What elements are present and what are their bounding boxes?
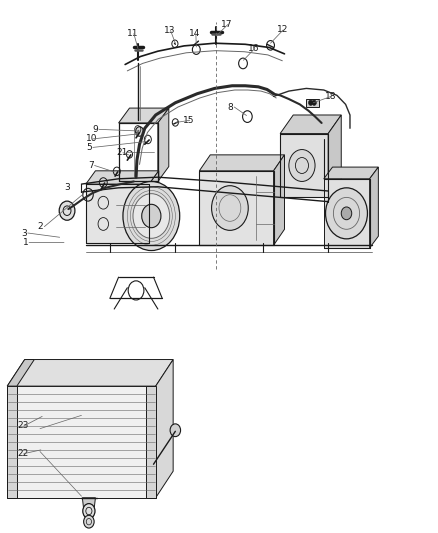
Polygon shape xyxy=(146,386,155,498)
Polygon shape xyxy=(7,360,34,386)
Text: 8: 8 xyxy=(228,102,233,111)
Circle shape xyxy=(289,150,315,181)
Polygon shape xyxy=(7,360,173,386)
Text: 15: 15 xyxy=(183,116,195,125)
Text: 21: 21 xyxy=(117,148,128,157)
Text: 16: 16 xyxy=(248,44,260,53)
Polygon shape xyxy=(155,360,173,498)
Circle shape xyxy=(83,504,95,519)
Text: 11: 11 xyxy=(127,29,139,38)
Polygon shape xyxy=(274,155,285,245)
Circle shape xyxy=(136,127,144,136)
Text: 2: 2 xyxy=(38,222,43,231)
Polygon shape xyxy=(280,134,328,197)
Circle shape xyxy=(142,204,161,228)
Text: 9: 9 xyxy=(92,125,98,134)
Circle shape xyxy=(212,185,248,230)
Polygon shape xyxy=(149,171,159,243)
Text: 14: 14 xyxy=(189,29,201,38)
Text: 1: 1 xyxy=(22,238,28,247)
Text: 10: 10 xyxy=(86,134,98,143)
Polygon shape xyxy=(86,171,159,184)
Circle shape xyxy=(84,515,94,528)
Circle shape xyxy=(59,201,75,220)
Polygon shape xyxy=(86,184,149,243)
Circle shape xyxy=(341,207,352,220)
Polygon shape xyxy=(328,115,341,197)
Polygon shape xyxy=(199,171,274,245)
Text: 18: 18 xyxy=(325,92,336,101)
Polygon shape xyxy=(306,99,318,107)
Text: 12: 12 xyxy=(277,26,288,35)
Circle shape xyxy=(312,100,316,106)
Polygon shape xyxy=(82,498,95,516)
Text: 3: 3 xyxy=(21,229,27,238)
Polygon shape xyxy=(158,108,169,181)
Text: 23: 23 xyxy=(17,422,28,431)
Circle shape xyxy=(325,188,367,239)
Text: 13: 13 xyxy=(164,26,176,35)
Polygon shape xyxy=(324,179,370,248)
Text: 17: 17 xyxy=(221,20,233,29)
Polygon shape xyxy=(324,167,378,179)
Circle shape xyxy=(133,193,170,238)
Circle shape xyxy=(170,424,180,437)
Polygon shape xyxy=(119,108,169,123)
Polygon shape xyxy=(7,386,155,498)
Text: 3: 3 xyxy=(64,183,70,192)
Text: 22: 22 xyxy=(17,449,28,458)
Polygon shape xyxy=(199,155,285,171)
Text: 7: 7 xyxy=(88,161,94,170)
Text: 5: 5 xyxy=(86,143,92,152)
Circle shape xyxy=(123,181,180,251)
Polygon shape xyxy=(7,386,17,498)
Circle shape xyxy=(308,100,313,106)
Polygon shape xyxy=(280,115,341,134)
Polygon shape xyxy=(370,167,378,248)
